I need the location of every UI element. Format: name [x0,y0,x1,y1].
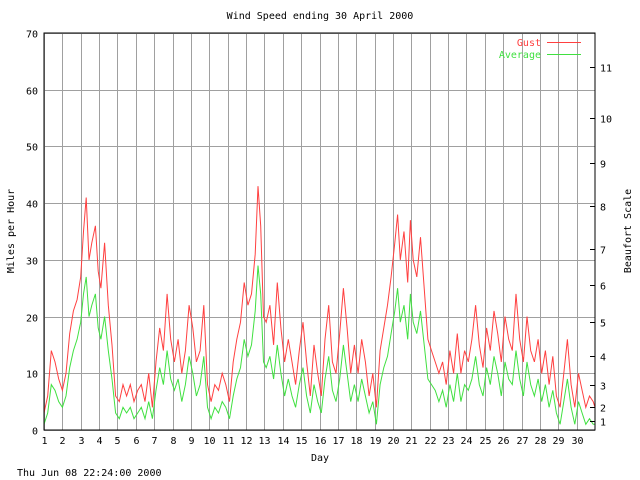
x-tick-label: 27 [516,436,528,447]
x-axis: 1 2 3 4 5 6 7 8 9 10 11 12 13 14 15 16 17 18 19 20 21 22 23 24 2… [41,436,583,447]
beaufort-tick-label: 2 [600,404,606,415]
series-group [43,186,596,426]
beaufort-axis-label: Beaufort Scale [623,189,634,273]
x-tick-label: 18 [350,436,362,447]
y-tick-label: 20 [26,314,38,325]
beaufort-tick-label: 5 [600,319,606,330]
beaufort-tick-label: 11 [600,64,612,75]
x-tick-label: 10 [203,436,215,447]
x-tick-label: 16 [314,436,326,447]
x-tick-label: 30 [571,436,583,447]
beaufort-tick-label: 3 [600,382,606,393]
x-tick-label: 1 [41,436,47,447]
legend-label-average: Average [499,50,541,61]
beaufort-axis: 1 2 3 4 5 6 7 8 9 10 11 [590,64,612,429]
beaufort-tick-label: 4 [600,353,606,364]
y-tick-label: 50 [26,143,38,154]
x-tick-label: 14 [277,436,289,447]
beaufort-tick-label: 8 [600,203,606,214]
beaufort-tick-label: 6 [600,282,606,293]
y-tick-label: 60 [26,87,38,98]
x-axis-label: Day [311,453,329,464]
x-tick-label: 23 [442,436,454,447]
x-tick-label: 13 [258,436,270,447]
x-tick-label: 3 [78,436,84,447]
x-tick-label: 2 [59,436,65,447]
x-tick-label: 24 [460,436,472,447]
x-tick-label: 20 [387,436,399,447]
x-tick-label: 19 [369,436,381,447]
y-axis: 0 10 20 30 40 50 60 70 [26,30,38,438]
x-tick-label: 6 [133,436,139,447]
legend-label-gust: Gust [517,38,541,49]
y-tick-label: 30 [26,257,38,268]
x-tick-label: 22 [424,436,436,447]
x-tick-label: 15 [295,436,307,447]
y-tick-label: 70 [26,30,38,41]
beaufort-tick-label: 1 [600,418,606,429]
x-tick-label: 5 [114,436,120,447]
beaufort-tick-label: 10 [600,115,612,126]
y-tick-label: 40 [26,200,38,211]
y-axis-label: Miles per Hour [6,189,17,273]
y-tick-label: 0 [32,427,38,438]
beaufort-tick-label: 7 [600,246,606,257]
x-tick-label: 25 [479,436,491,447]
y-tick-label: 10 [26,370,38,381]
x-tick-label: 29 [552,436,564,447]
x-tick-label: 7 [151,436,157,447]
grid [44,33,595,431]
footer-timestamp: Thu Jun 08 22:24:00 2000 [17,468,162,479]
x-tick-label: 21 [405,436,417,447]
plot-frame [43,32,596,431]
x-tick-label: 26 [497,436,509,447]
x-tick-label: 8 [170,436,176,447]
series-gust-line [43,186,596,414]
chart-title: Wind Speed ending 30 April 2000 [227,11,414,22]
x-tick-label: 9 [188,436,194,447]
series-average-line [43,265,595,426]
x-tick-label: 11 [222,436,234,447]
beaufort-tick-label: 9 [600,160,606,171]
x-tick-label: 28 [534,436,546,447]
x-tick-label: 4 [96,436,102,447]
x-tick-label: 17 [332,436,344,447]
x-tick-label: 12 [240,436,252,447]
